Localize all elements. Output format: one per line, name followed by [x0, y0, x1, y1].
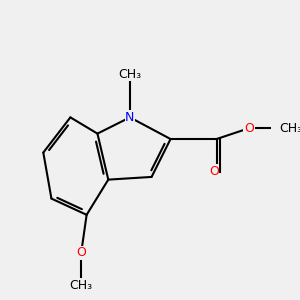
Text: CH₃: CH₃ — [70, 279, 93, 292]
Text: O: O — [244, 122, 254, 135]
Text: O: O — [76, 246, 86, 259]
Text: N: N — [125, 111, 135, 124]
Text: O: O — [209, 165, 219, 178]
Text: CH₃: CH₃ — [279, 122, 300, 135]
Text: CH₃: CH₃ — [118, 68, 142, 81]
